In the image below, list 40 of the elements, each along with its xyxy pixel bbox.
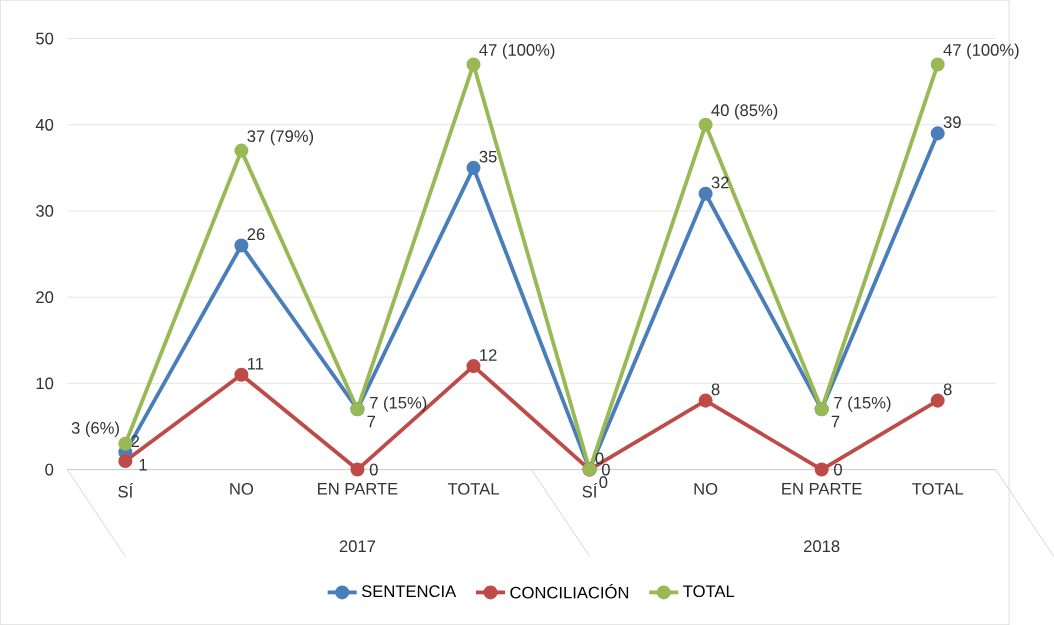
data-label: 47 (100%) xyxy=(943,43,1019,60)
x-tick-label: SÍ xyxy=(118,483,134,498)
data-label: 0 xyxy=(599,476,608,488)
legend-label: TOTAL xyxy=(683,585,735,598)
data-label: 39 xyxy=(943,116,961,129)
x-tick-label: EN PARTE xyxy=(782,483,862,495)
data-label: 40 (85%) xyxy=(711,103,778,120)
x-tick-label: SÍ xyxy=(582,483,598,498)
y-tick-label: 30 xyxy=(36,205,54,217)
data-label: 7 (15%) xyxy=(370,396,427,412)
data-label: 0 xyxy=(834,463,842,476)
data-label: 7 xyxy=(367,415,376,428)
data-label: 8 xyxy=(943,383,952,396)
legend-label: CONCILIACIÓN xyxy=(510,583,629,599)
data-label: 12 xyxy=(480,349,497,361)
x-tick-label: TOTAL xyxy=(447,483,499,495)
y-tick-label: 0 xyxy=(45,463,54,476)
data-label: 7 (15%) xyxy=(834,396,891,412)
y-tick-label: 40 xyxy=(35,118,54,131)
data-label: 11 xyxy=(248,357,264,370)
legend-label: SENTENCIA xyxy=(361,585,457,598)
text: 2017 xyxy=(339,540,376,553)
y-tick-label: 10 xyxy=(36,377,54,390)
data-label: 1 xyxy=(139,459,147,471)
data-label: 8 xyxy=(711,383,720,396)
x-tick-label: EN PARTE xyxy=(318,483,398,495)
data-label: 26 xyxy=(247,228,265,241)
y-tick-label: 50 xyxy=(36,32,54,45)
text: 2018 xyxy=(804,540,840,553)
data-label: 0 xyxy=(601,463,610,476)
x-tick-label: NO xyxy=(230,483,254,495)
x-tick-label: NO xyxy=(694,483,718,495)
y-tick-label: 20 xyxy=(36,291,54,304)
x-tick-label: TOTAL xyxy=(912,483,964,495)
data-label: 7 xyxy=(831,415,840,428)
data-label: 35 xyxy=(479,150,497,163)
data-label: 47 (100%) xyxy=(479,43,555,60)
data-label: 3 (6%) xyxy=(71,421,119,438)
data-label: 0 xyxy=(369,463,378,476)
data-label: 37 (79%) xyxy=(247,129,314,146)
